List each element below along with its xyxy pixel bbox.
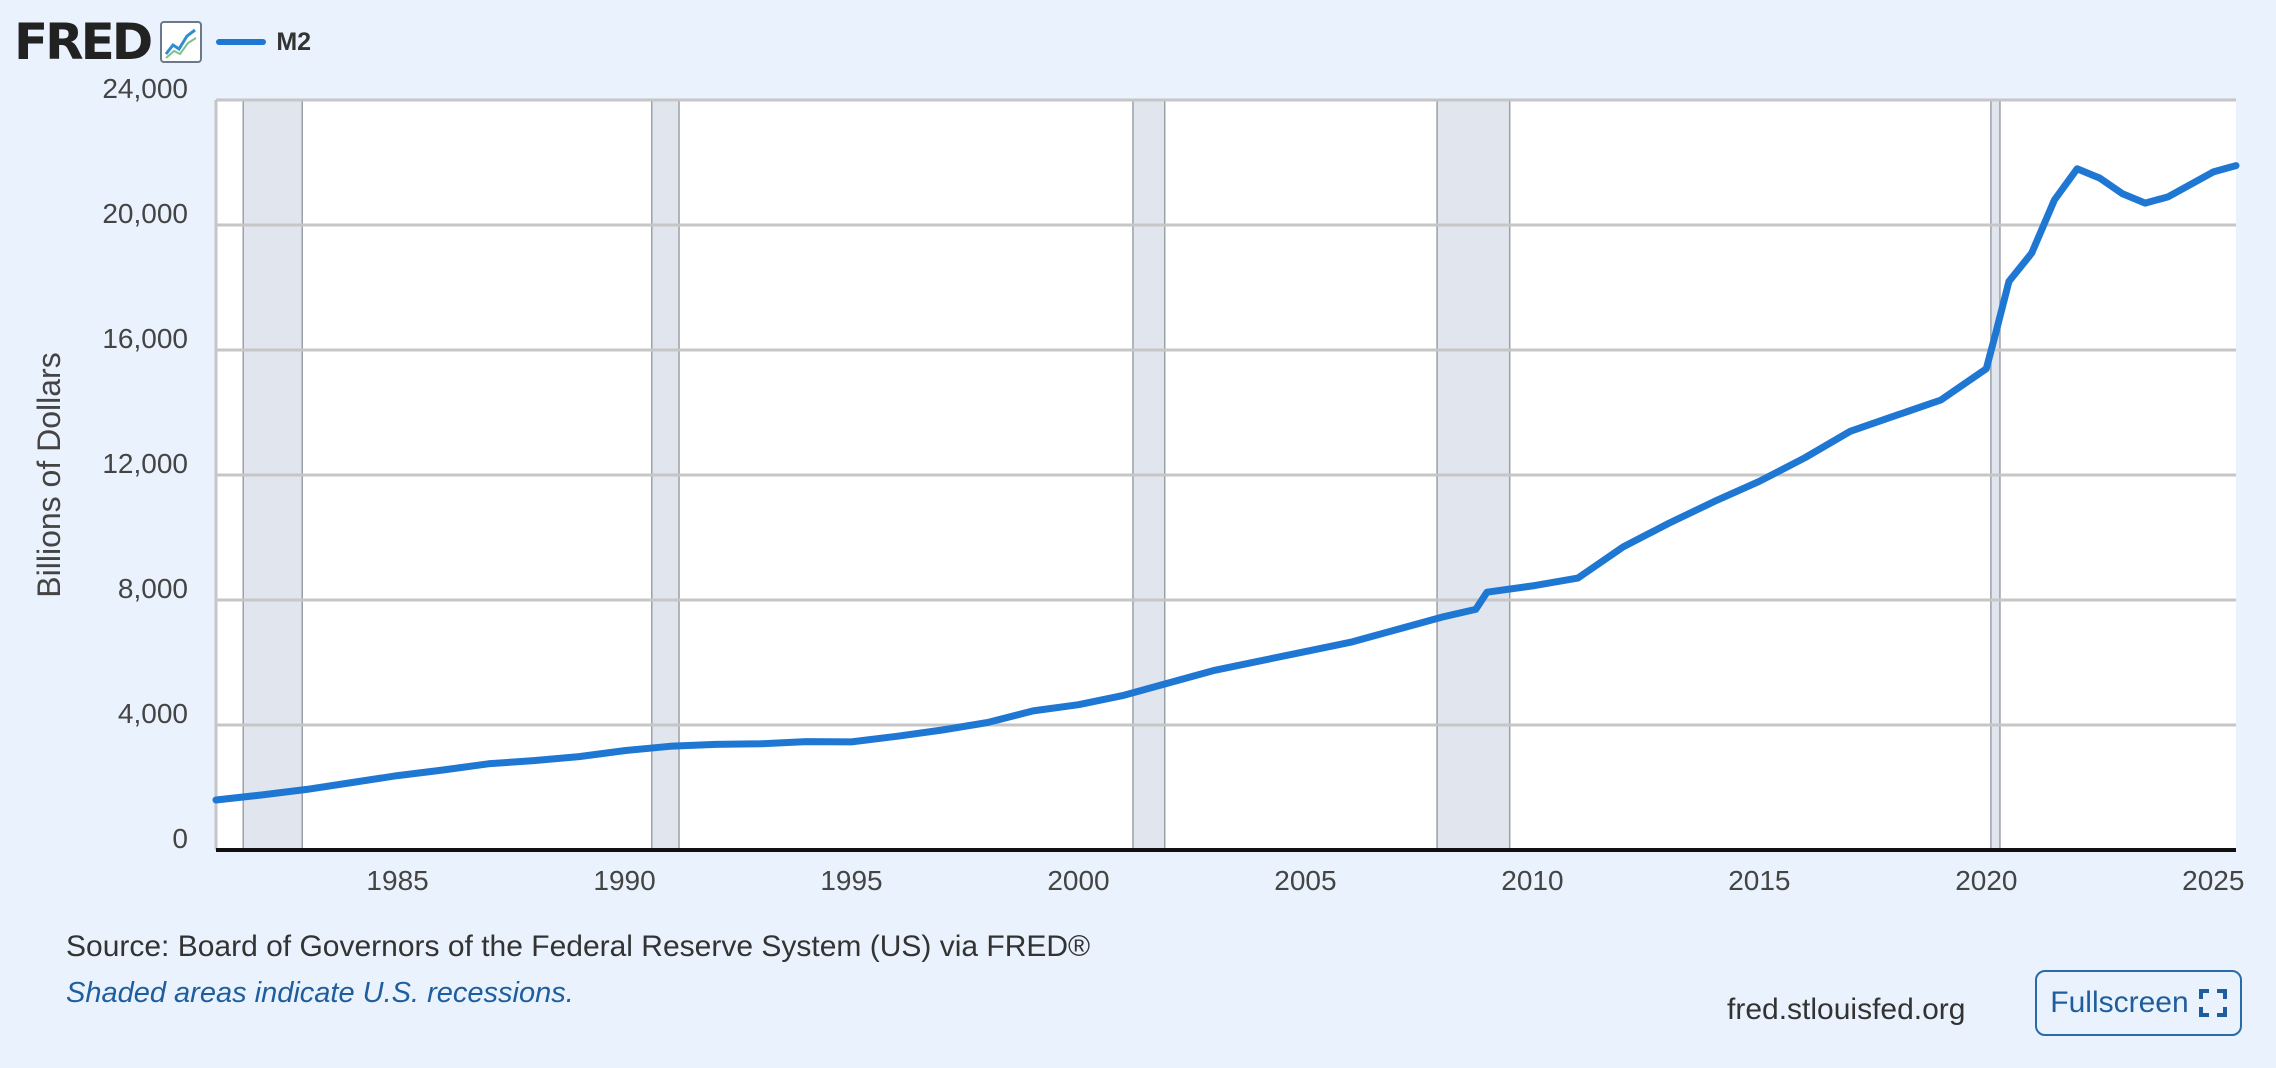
chart-header: FRED M2	[14, 14, 311, 70]
x-tick-label: 2005	[1274, 865, 1336, 896]
y-tick-label: 0	[172, 823, 188, 854]
x-tick-labels: 1985 1990 1995 2000 2005 2010 2015 2020 2025	[366, 865, 2244, 896]
fullscreen-label: Fullscreen	[2050, 986, 2189, 1019]
x-tick-label: 1985	[366, 865, 428, 896]
grid-layer	[214, 98, 2236, 850]
y-tick-label: 8,000	[118, 573, 188, 604]
y-tick-label: 12,000	[102, 448, 188, 479]
fullscreen-button[interactable]: Fullscreen	[2035, 970, 2242, 1036]
x-tick-label: 2025	[2182, 865, 2244, 896]
y-tick-label: 24,000	[102, 73, 188, 104]
source-text: Source: Board of Governors of the Federa…	[66, 930, 1091, 963]
x-tick-label: 2020	[1955, 865, 2017, 896]
x-tick-label: 2000	[1047, 865, 1109, 896]
x-tick-label: 2010	[1501, 865, 1563, 896]
series-line-0	[212, 162, 2240, 804]
y-tick-label: 20,000	[102, 198, 188, 229]
y-tick-label: 16,000	[102, 323, 188, 354]
x-tick-label: 1990	[593, 865, 655, 896]
site-url: fred.stlouisfed.org	[1727, 993, 1966, 1026]
recession-note: Shaded areas indicate U.S. recessions.	[66, 977, 574, 1009]
x-tick-label: 2015	[1728, 865, 1790, 896]
legend-swatch	[216, 39, 267, 45]
line-chart-icon	[160, 21, 203, 63]
y-axis-label: Billions of Dollars	[31, 352, 67, 597]
expand-icon	[2198, 989, 2227, 1017]
y-tick-labels: 0 4,000 8,000 12,000 16,000 20,000 24,000	[102, 73, 188, 854]
legend: M2	[216, 28, 311, 57]
y-tick-label: 4,000	[118, 698, 188, 729]
series-layer	[212, 162, 2240, 804]
x-tick-label: 1995	[820, 865, 882, 896]
legend-label: M2	[276, 27, 312, 56]
fred-logo[interactable]: FRED	[14, 13, 153, 71]
